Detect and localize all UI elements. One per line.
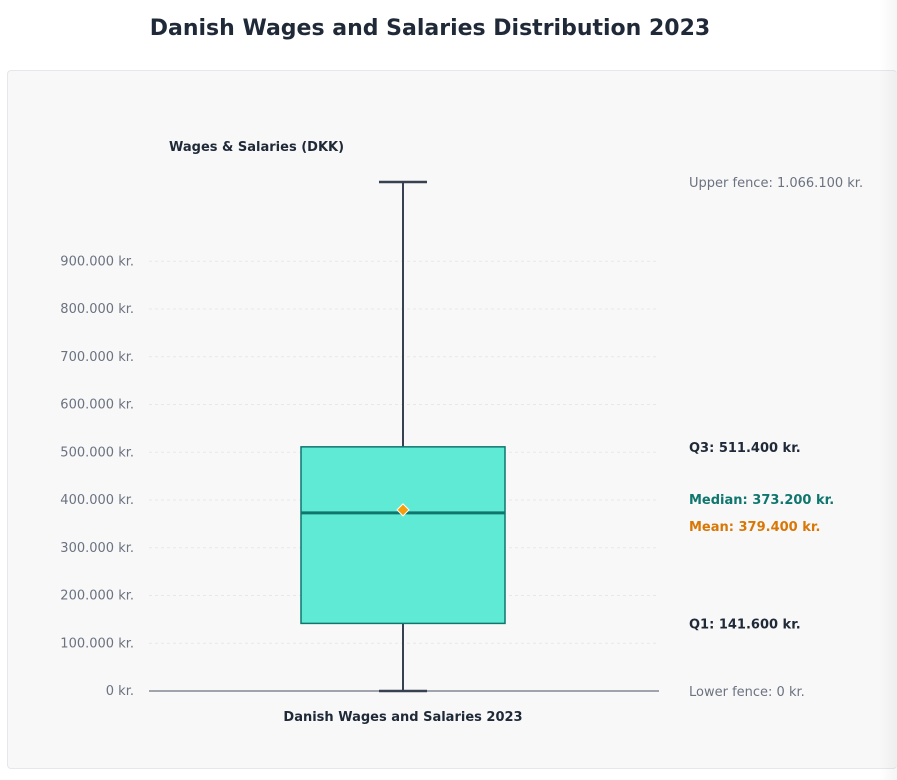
y-tick-label: 800.000 kr.: [60, 302, 134, 317]
y-tick-label: 500.000 kr.: [60, 445, 134, 460]
q3-label: Q3: 511.400 kr.: [689, 441, 801, 456]
y-tick-label: 200.000 kr.: [60, 589, 134, 604]
series-title: Wages & Salaries (DKK): [169, 140, 344, 155]
chart-card: Wages & Salaries (DKK) 0 kr. 100.000 kr. 20…: [7, 70, 897, 769]
median-label: Median: 373.200 kr.: [689, 493, 834, 508]
y-tick-label: 600.000 kr.: [60, 398, 134, 413]
y-tick-label: 900.000 kr.: [60, 254, 134, 269]
lower-fence-label: Lower fence: 0 kr.: [689, 685, 805, 700]
y-tick-label: 400.000 kr.: [60, 493, 134, 508]
page-title: Danish Wages and Salaries Distribution 2…: [149, 16, 711, 41]
boxplot-chart: Wages & Salaries (DKK) 0 kr. 100.000 kr. 20…: [60, 140, 863, 725]
y-tick-label: 300.000 kr.: [60, 541, 134, 556]
y-tick-label: 700.000 kr.: [60, 350, 134, 365]
y-tick-label: 100.000 kr.: [60, 636, 134, 651]
scrollbar-track: [879, 0, 897, 780]
y-tick-label: 0 kr.: [106, 684, 134, 699]
upper-fence-label: Upper fence: 1.066.100 kr.: [689, 176, 863, 191]
mean-marker[interactable]: [396, 503, 410, 517]
mean-label: Mean: 379.400 kr.: [689, 520, 820, 535]
iqr-box[interactable]: [300, 446, 506, 625]
q1-label: Q1: 141.600 kr.: [689, 617, 801, 632]
x-category-label: Danish Wages and Salaries 2023: [283, 710, 522, 725]
